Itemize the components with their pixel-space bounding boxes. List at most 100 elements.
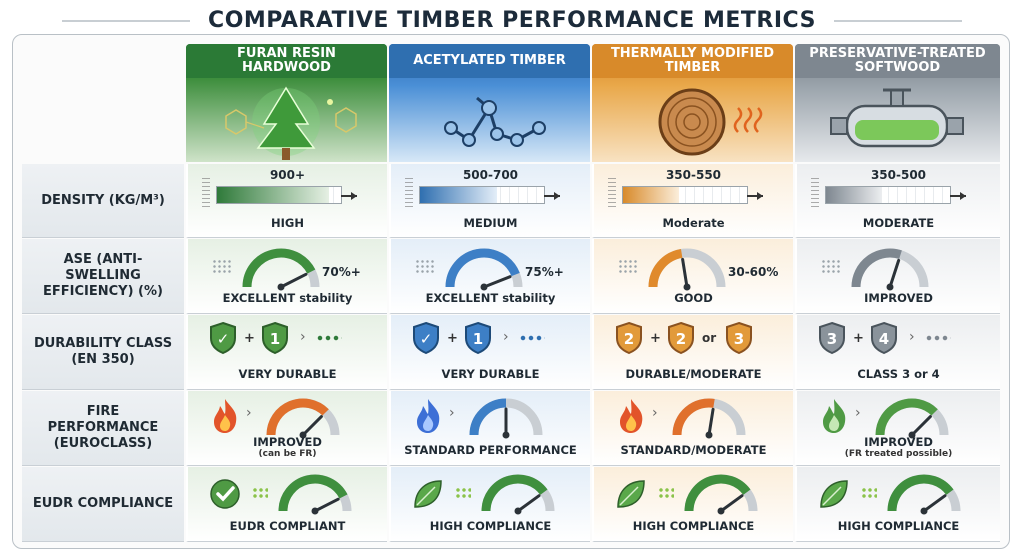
compliance-gauge-icon: [481, 474, 555, 515]
eudr-cell: HIGH COMPLIANCE: [389, 467, 590, 542]
durability-cell: 2 +2 or 3 DURABLE/MODERATE: [592, 315, 793, 390]
chevron-right-icon: ›: [300, 329, 306, 345]
durability-class-shield-icon: 1: [262, 321, 288, 355]
density-value: 500-700: [462, 168, 519, 182]
sparkle-dots-icon: [455, 487, 471, 499]
density-level: Moderate: [662, 216, 725, 230]
fire-rating-gauge-icon: [672, 398, 746, 439]
fire-subcaption: (can be FR): [258, 449, 317, 459]
density-cell: 500-700 MEDIUM: [389, 164, 590, 238]
tree-molecule-icon: [225, 86, 357, 160]
column-title: ACETYLATED TIMBER: [389, 44, 590, 78]
eudr-caption: HIGH COMPLIANCE: [429, 519, 552, 533]
fire-cell: › IMPROVED (FR treated possible): [795, 391, 1000, 466]
plus-sign: +: [650, 331, 661, 346]
durability-shield-icon: 2: [616, 321, 642, 355]
durability-cell: ✓ +1 › VERY DURABLE: [389, 315, 590, 390]
sparkle-dots-icon: [821, 259, 841, 273]
row-label: DURABILITY CLASS (EN 350): [22, 315, 184, 390]
shield-label: 1: [473, 330, 483, 348]
durability-shield-icon: ✓: [210, 321, 236, 355]
ase-cell: IMPROVED: [795, 239, 1000, 314]
density-level: MEDIUM: [463, 216, 518, 230]
column-title: PRESERVATIVE-TREATED SOFTWOOD: [795, 44, 1000, 78]
ase-cell: 30-60% GOOD: [592, 239, 793, 314]
chevron-right-icon: ›: [246, 405, 252, 421]
compliance-icon: [210, 479, 240, 509]
flame-icon: [620, 399, 643, 433]
ase-cell: 70%+ EXCELLENT stability: [186, 239, 387, 314]
page-title: COMPARATIVE TIMBER PERFORMANCE METRICS: [208, 8, 816, 33]
density-bar: [622, 186, 763, 204]
eudr-caption: HIGH COMPLIANCE: [837, 519, 960, 533]
chevron-right-icon: ›: [855, 405, 861, 421]
progress-dots-icon: [925, 335, 951, 341]
fire-caption: STANDARD/MODERATE: [620, 443, 767, 457]
row-label: ASE (ANTI-SWELLING EFFICIENCY) (%): [22, 239, 184, 314]
column-header-thermal: THERMALLY MODIFIED TIMBER: [592, 44, 793, 162]
plus-sign: +: [447, 331, 458, 346]
row-label-text: EUDR COMPLIANCE: [32, 496, 174, 511]
scale-ticks: [811, 178, 819, 208]
compliance-gauge-icon: [887, 474, 961, 515]
wood-ring-heat-icon: [658, 88, 763, 156]
density-level: MODERATE: [862, 216, 935, 230]
density-bar: [825, 186, 966, 204]
ase-caption: GOOD: [674, 291, 713, 305]
compliance-icon: [617, 480, 645, 508]
ase-caption: IMPROVED: [864, 291, 933, 305]
plus-sign: +: [853, 331, 864, 346]
flame-icon: [214, 399, 237, 433]
durability-cell: 3 +4 › CLASS 3 or 4: [795, 315, 1000, 390]
shield-label: 2: [624, 330, 634, 348]
compliance-icon: [820, 480, 848, 508]
chevron-right-icon: ›: [909, 329, 915, 345]
column-header-acetylated: ACETYLATED TIMBER: [389, 44, 590, 162]
fire-cell: › STANDARD/MODERATE: [592, 391, 793, 466]
density-cell: 900+ HIGH: [186, 164, 387, 238]
row-label-text: DENSITY (KG/M³): [41, 192, 165, 208]
axis-arrow: [747, 192, 763, 199]
sparkle-dots-icon: [658, 487, 674, 499]
axis-arrow: [341, 192, 357, 199]
column-header-preservative: PRESERVATIVE-TREATED SOFTWOOD: [795, 44, 1000, 162]
or-text: or: [702, 331, 717, 345]
density-value: 350-550: [665, 168, 722, 182]
density-bar: [419, 186, 560, 204]
row-label: EUDR COMPLIANCE: [22, 467, 184, 542]
density-level: HIGH: [271, 216, 304, 230]
fire-caption: IMPROVED: [253, 435, 322, 449]
fire-cell: › IMPROVED (can be FR): [186, 391, 387, 466]
durability-caption: VERY DURABLE: [238, 367, 337, 381]
sparkle-dots-icon: [212, 259, 232, 273]
eudr-cell: HIGH COMPLIANCE: [592, 467, 793, 542]
fire-cell: › STANDARD PERFORMANCE: [389, 391, 590, 466]
shield-label: 3: [827, 330, 837, 348]
comparison-table: FURAN RESIN HARDWOOD ACETYLATED TIMBER: [22, 44, 1000, 544]
eudr-caption: EUDR COMPLIANT: [229, 519, 346, 533]
chevron-right-icon: ›: [652, 405, 658, 421]
title-rule-left: [62, 20, 190, 22]
eudr-cell: EUDR COMPLIANT: [186, 467, 387, 542]
row-label-text: DURABILITY CLASS (EN 350): [33, 336, 173, 367]
eudr-cell: HIGH COMPLIANCE: [795, 467, 1000, 542]
density-cell: 350-550 Moderate: [592, 164, 793, 238]
density-bar-fill: [623, 187, 679, 203]
density-value: 350-500: [870, 168, 927, 182]
shield-label: ✓: [217, 330, 230, 348]
scale-ticks: [405, 178, 413, 208]
ase-caption: EXCELLENT stability: [222, 291, 353, 305]
durability-class-shield-icon: 4: [871, 321, 897, 355]
plus-sign: +: [244, 331, 255, 346]
shield-label: 2: [676, 330, 686, 348]
chevron-right-icon: ›: [449, 405, 455, 421]
ase-cell: 75%+ EXCELLENT stability: [389, 239, 590, 314]
durability-caption: DURABLE/MODERATE: [625, 367, 762, 381]
fire-rating-gauge-icon: [469, 398, 543, 439]
durability-shield-icon: 3: [819, 321, 845, 355]
shield-label: 4: [879, 330, 889, 348]
ase-value: 75%+: [525, 265, 564, 279]
durability-alt-shield-icon: 3: [726, 321, 752, 355]
durability-class-shield-icon: 2: [668, 321, 694, 355]
fire-subcaption: (FR treated possible): [844, 449, 953, 459]
